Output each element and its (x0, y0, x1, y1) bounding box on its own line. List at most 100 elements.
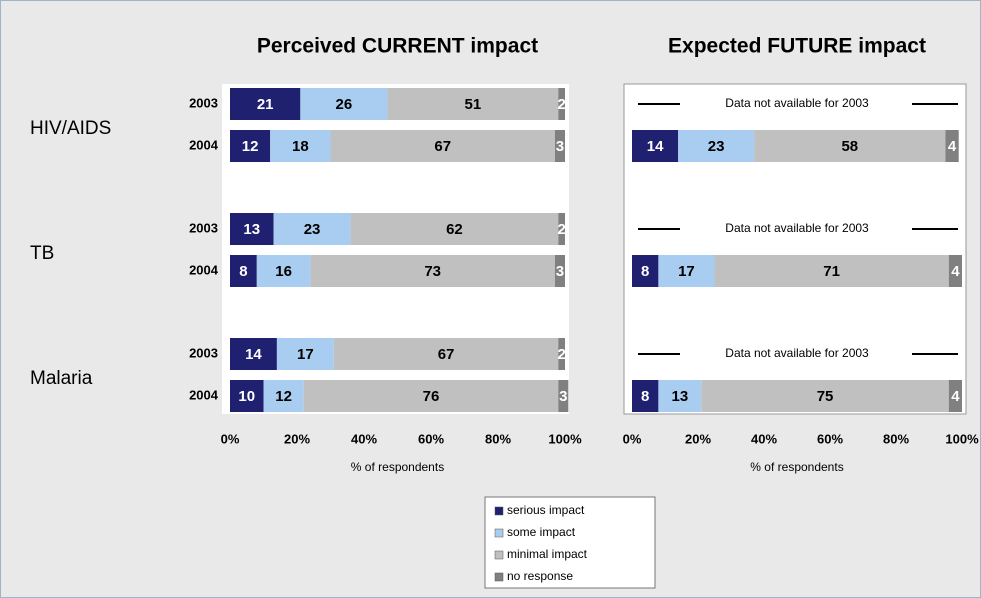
group-label: Malaria (30, 368, 93, 389)
bar-segment (350, 213, 559, 245)
value-label: 67 (434, 138, 451, 155)
value-label: 14 (647, 138, 664, 155)
value-label: 2 (557, 346, 565, 363)
bar-segment (273, 213, 351, 245)
value-label: 4 (948, 138, 957, 155)
value-label: 62 (446, 221, 463, 238)
y-tick-label: 2003 (189, 220, 218, 235)
value-label: 4 (951, 388, 960, 405)
annotation: Data not available for 2003 (725, 221, 869, 235)
bar-segment (230, 255, 257, 287)
bar-segment (256, 255, 311, 287)
bar-segment (310, 255, 555, 287)
value-label: 73 (424, 263, 441, 280)
value-label: 8 (641, 388, 649, 405)
bar-segment (333, 338, 559, 370)
x-tick-label: 40% (751, 431, 777, 446)
value-label: 23 (304, 221, 321, 238)
bar-segment (263, 380, 304, 412)
value-label: 18 (292, 138, 309, 155)
bar-segment (230, 88, 301, 120)
value-label: 3 (556, 263, 564, 280)
bar-segment (632, 380, 659, 412)
bar-segment (632, 130, 679, 162)
bar-segment (632, 255, 659, 287)
x-axis-label: % of respondents (351, 460, 444, 474)
bar-segment (558, 88, 565, 120)
y-tick-label: 2003 (189, 95, 218, 110)
value-label: 3 (559, 388, 567, 405)
panel-title: Perceived CURRENT impact (257, 35, 538, 58)
value-label: 8 (239, 263, 247, 280)
value-label: 26 (336, 96, 353, 113)
legend-label: some impact (507, 525, 576, 539)
value-label: 17 (297, 346, 314, 363)
x-axis-label: % of respondents (750, 460, 843, 474)
bar-segment (230, 338, 277, 370)
value-label: 2 (557, 96, 565, 113)
value-label: 3 (556, 138, 564, 155)
x-tick-label: 40% (351, 431, 377, 446)
bar-segment (945, 130, 959, 162)
value-label: 67 (438, 346, 455, 363)
bar-segment (387, 88, 559, 120)
x-tick-label: 80% (883, 431, 909, 446)
bar-segment (303, 380, 559, 412)
bar-segment (678, 130, 755, 162)
bar-segment (658, 380, 702, 412)
y-tick-label: 2003 (189, 345, 218, 360)
value-label: 21 (257, 96, 274, 113)
annotation: Data not available for 2003 (725, 346, 869, 360)
x-tick-label: 100% (548, 431, 582, 446)
x-tick-label: 20% (685, 431, 711, 446)
legend-swatch (494, 572, 504, 582)
value-label: 13 (672, 388, 689, 405)
bar-segment (558, 338, 565, 370)
value-label: 75 (817, 388, 834, 405)
value-label: 12 (275, 388, 292, 405)
value-label: 16 (275, 263, 292, 280)
bar-segment (558, 380, 569, 412)
legend-label: minimal impact (507, 547, 588, 561)
x-tick-label: 20% (284, 431, 310, 446)
x-tick-label: 0% (623, 431, 642, 446)
value-label: 58 (841, 138, 858, 155)
value-label: 76 (423, 388, 440, 405)
y-tick-label: 2004 (189, 262, 219, 277)
bar-segment (230, 213, 274, 245)
bar-segment (230, 380, 264, 412)
bar-segment (754, 130, 946, 162)
bar-segment (270, 130, 331, 162)
bar-segment (948, 380, 962, 412)
bar-segment (714, 255, 949, 287)
annotation: Data not available for 2003 (725, 96, 869, 110)
legend-label: serious impact (507, 503, 585, 517)
x-tick-label: 80% (485, 431, 511, 446)
bar-segment (330, 130, 555, 162)
x-tick-label: 0% (221, 431, 240, 446)
legend-label: no response (507, 569, 573, 583)
value-label: 51 (465, 96, 482, 113)
value-label: 4 (951, 263, 960, 280)
value-label: 17 (678, 263, 695, 280)
bar-segment (554, 255, 565, 287)
value-label: 10 (238, 388, 255, 405)
x-tick-label: 60% (418, 431, 444, 446)
legend-box (484, 496, 656, 589)
value-label: 12 (242, 138, 259, 155)
x-tick-label: 60% (817, 431, 843, 446)
bar-segment (230, 130, 271, 162)
bar-segment (554, 130, 565, 162)
value-label: 8 (641, 263, 649, 280)
bar-segment (276, 338, 334, 370)
bar-segment (948, 255, 962, 287)
bar-segment (658, 255, 715, 287)
legend-swatch (494, 550, 504, 560)
bar-segment (701, 380, 949, 412)
y-tick-label: 2004 (189, 387, 219, 402)
bar-segment (300, 88, 388, 120)
bar-segment (558, 213, 565, 245)
value-label: 14 (245, 346, 262, 363)
legend-swatch (494, 528, 504, 538)
